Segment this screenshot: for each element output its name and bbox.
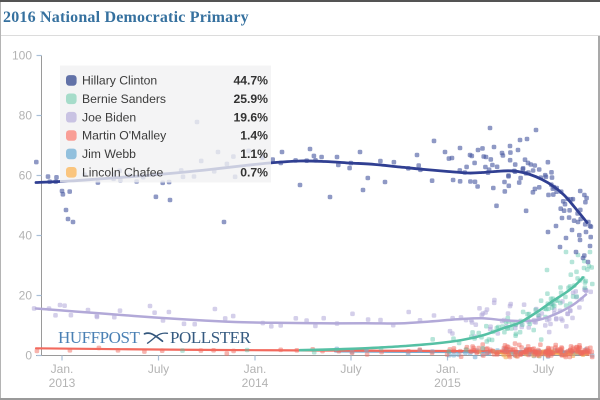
svg-text:HUFFPOST: HUFFPOST — [58, 328, 140, 347]
svg-text:Hillary Clinton: Hillary Clinton — [82, 74, 157, 88]
svg-text:Jan.: Jan. — [436, 362, 459, 376]
svg-text:19.6%: 19.6% — [233, 110, 268, 124]
svg-text:80: 80 — [19, 109, 33, 123]
svg-text:July: July — [533, 362, 554, 376]
svg-text:0: 0 — [25, 349, 32, 363]
svg-text:Martin O'Malley: Martin O'Malley — [82, 129, 167, 143]
svg-text:July: July — [340, 362, 361, 376]
svg-text:Lincoln Chafee: Lincoln Chafee — [82, 166, 164, 180]
svg-text:2013: 2013 — [49, 376, 76, 390]
svg-text:July: July — [148, 362, 169, 376]
svg-text:Jan.: Jan. — [244, 362, 267, 376]
svg-text:Joe Biden: Joe Biden — [82, 110, 136, 124]
svg-text:25.9%: 25.9% — [233, 92, 268, 106]
svg-text:40: 40 — [19, 229, 33, 243]
svg-text:1.4%: 1.4% — [240, 129, 268, 143]
svg-text:Jan.: Jan. — [51, 362, 74, 376]
svg-text:20: 20 — [19, 289, 33, 303]
svg-text:1.1%: 1.1% — [240, 147, 268, 161]
svg-text:POLLSTER: POLLSTER — [170, 328, 252, 347]
svg-text:0.7%: 0.7% — [240, 166, 268, 180]
svg-text:2014: 2014 — [242, 376, 269, 390]
svg-text:2015: 2015 — [434, 376, 461, 390]
svg-text:44.7%: 44.7% — [233, 74, 268, 88]
svg-text:Bernie Sanders: Bernie Sanders — [82, 92, 166, 106]
svg-text:100: 100 — [12, 49, 32, 63]
svg-text:60: 60 — [19, 169, 33, 183]
svg-text:Jim Webb: Jim Webb — [82, 147, 136, 161]
